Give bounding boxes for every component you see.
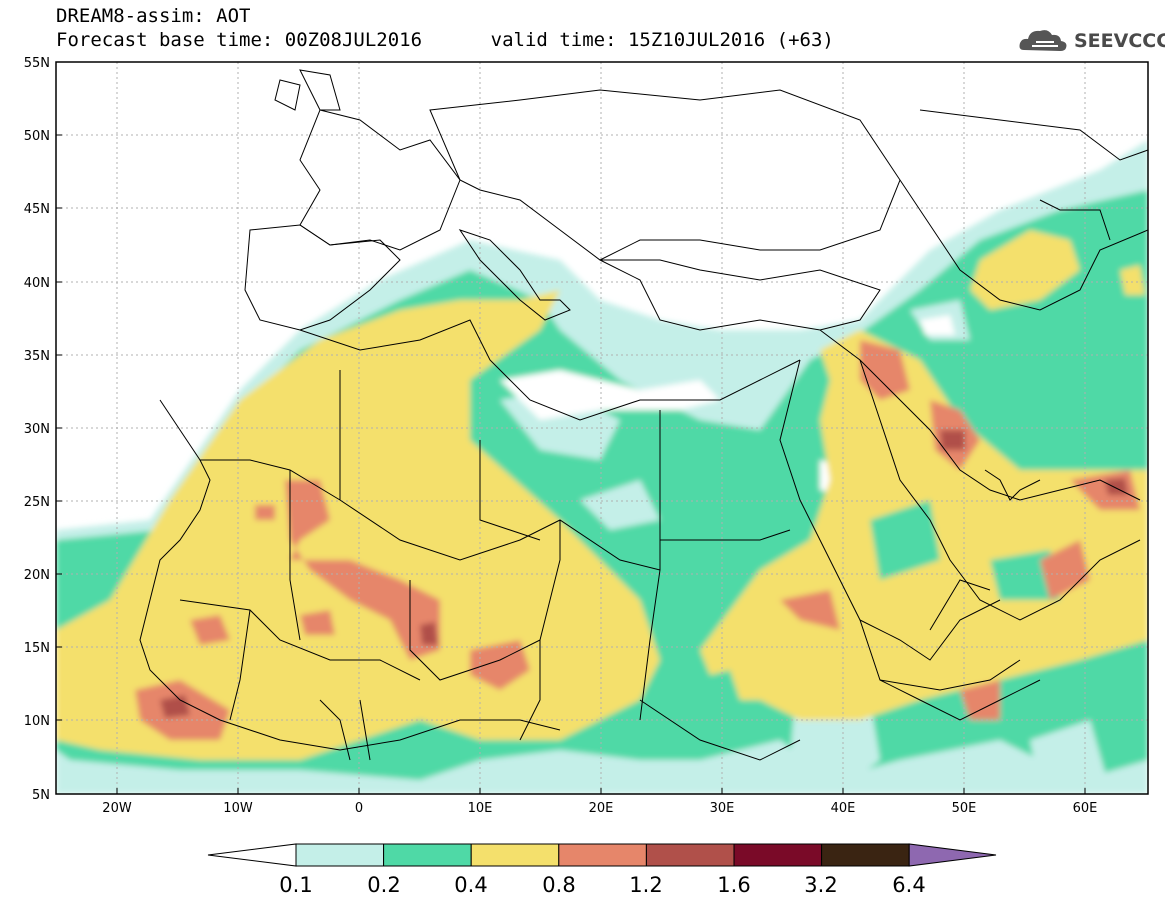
forecast-time-line: Forecast base time: 00Z08JUL2016 valid t…	[56, 29, 834, 51]
lon-label: 40E	[831, 801, 856, 816]
lat-label: 50N	[24, 129, 50, 144]
latitude-labels: 55N 50N 45N 40N 35N 30N 25N 20N 15N 10N …	[24, 56, 50, 803]
logo-text: SEEVCCC	[1074, 30, 1165, 52]
axis-ticks	[56, 61, 1086, 795]
country-borders	[139, 69, 1148, 761]
lat-label: 20N	[24, 568, 50, 583]
lat-label: 35N	[24, 349, 50, 364]
lon-label: 10E	[468, 801, 493, 816]
map-title: DREAM8-assim: AOT	[56, 5, 251, 27]
lat-label: 10N	[24, 714, 50, 729]
lon-label: 0	[355, 801, 363, 816]
longitude-labels: 20W 10W 0 10E 20E 30E 40E 50E 60E	[102, 801, 1097, 816]
map-grid	[56, 62, 1148, 794]
lon-label: 20W	[102, 801, 132, 816]
aot-field	[56, 62, 1148, 794]
lat-label: 25N	[24, 495, 50, 510]
lat-label: 15N	[24, 641, 50, 656]
lat-label: 40N	[24, 276, 50, 291]
lat-label: 55N	[24, 56, 50, 71]
cloud-icon	[1019, 30, 1067, 51]
lon-label: 60E	[1073, 801, 1098, 816]
lon-label: 30E	[710, 801, 735, 816]
lon-label: 20E	[589, 801, 614, 816]
lat-label: 30N	[24, 422, 50, 437]
seevccc-logo: SEEVCCC	[1018, 24, 1165, 58]
lat-label: 5N	[32, 788, 50, 803]
lon-label: 10W	[223, 801, 253, 816]
lat-label: 45N	[24, 202, 50, 217]
lon-label: 50E	[952, 801, 977, 816]
